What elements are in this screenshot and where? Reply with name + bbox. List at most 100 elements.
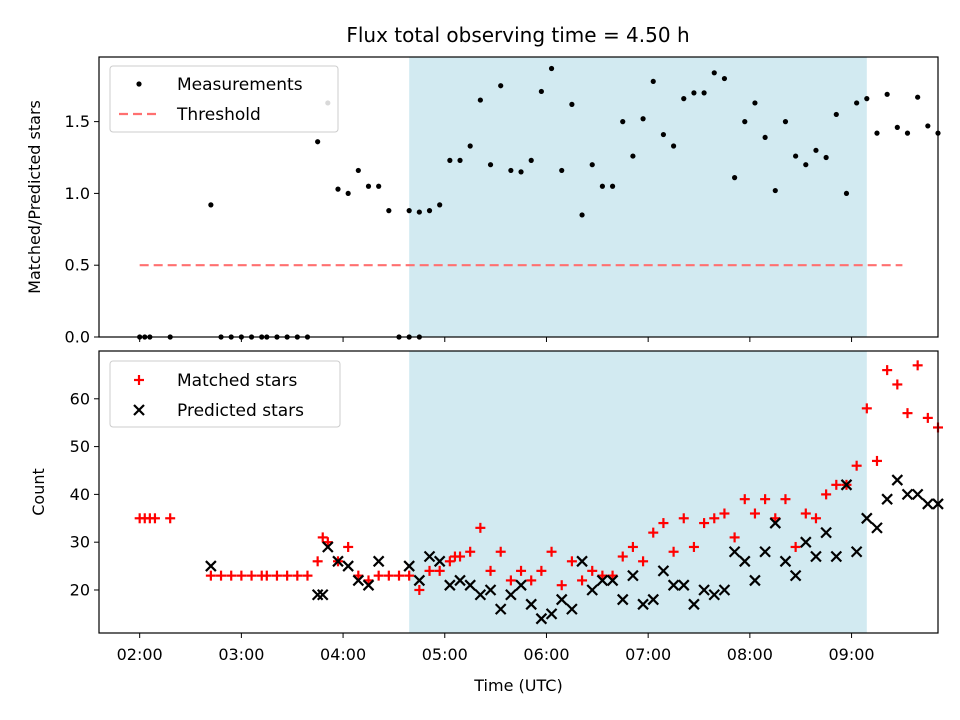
measurement-point: [416, 209, 422, 215]
bottom-panel: 20 30 40 50 60 02:00 03:00 04:00 05:00 06:00 07:0…: [29, 350, 944, 695]
matched-star-point: [861, 403, 872, 414]
measurement-point: [508, 167, 514, 174]
matched-star-point: [312, 556, 323, 567]
x-tick-label: 04:00: [320, 645, 366, 664]
measurement-point: [864, 96, 870, 102]
matched-star-point: [688, 541, 699, 552]
measurement-point: [609, 183, 616, 189]
measurement-point: [457, 157, 463, 163]
measurement-point: [721, 75, 728, 82]
matched-star-point: [790, 541, 801, 552]
predicted-star-point: [749, 574, 761, 587]
predicted-star-point: [372, 555, 385, 568]
x-axis-label: Time (UTC): [473, 676, 562, 695]
matched-star-point: [719, 508, 730, 519]
matched-star-point: [373, 570, 384, 581]
predicted-star-point: [505, 588, 517, 601]
predicted-star-point: [738, 555, 751, 568]
matched-star-point: [912, 360, 923, 371]
matched-star-point: [271, 570, 282, 581]
predicted-star-point: [677, 579, 690, 591]
measurement-point: [813, 147, 819, 153]
x-tick-label: 07:00: [625, 645, 671, 664]
predicted-star-point: [810, 550, 822, 563]
measurement-point: [406, 208, 412, 214]
measurement-point: [208, 202, 214, 208]
matched-star-point: [226, 570, 237, 581]
matched-star-point: [627, 541, 638, 552]
measurement-point: [854, 100, 860, 106]
predicted-star-point: [708, 588, 721, 601]
matched-star-point: [292, 570, 303, 581]
measurement-point: [650, 78, 656, 85]
x-tick-label: 03:00: [218, 645, 264, 664]
y-tick-label: 60: [70, 389, 90, 408]
measurement-point: [365, 183, 372, 189]
matched-star-point: [536, 565, 547, 576]
predicted-star-point: [789, 569, 802, 582]
matched-star-point: [658, 518, 669, 529]
matched-star-point: [760, 494, 771, 505]
matched-star-point: [821, 489, 832, 500]
matched-star-point: [851, 460, 862, 471]
predicted-star-point: [657, 565, 670, 577]
y-tick-label: 20: [70, 580, 90, 599]
matched-star-point: [546, 546, 557, 557]
measurement-point: [315, 139, 321, 145]
bottom-axes-frame: [98, 350, 939, 634]
matched-star-point: [495, 546, 506, 557]
legend-label: Matched stars: [177, 371, 297, 391]
matched-star-point: [485, 565, 496, 576]
chart-title: Flux total observing time = 4.50 h: [346, 23, 689, 47]
x-tick-label: 08:00: [727, 645, 773, 664]
matched-star-point: [317, 532, 328, 543]
legend-marker-matched: [134, 375, 144, 385]
predicted-star-point: [316, 588, 329, 601]
predicted-star-point: [403, 560, 415, 572]
predicted-star-point: [484, 584, 497, 596]
bottom-y-ticks: 20 30 40 50 60: [70, 389, 99, 599]
predicted-star-point: [911, 488, 924, 501]
matched-star-point: [216, 570, 227, 581]
y-tick-label: 40: [70, 485, 90, 504]
measurement-point: [630, 153, 636, 159]
measurement-point: [447, 157, 453, 163]
matched-star-point: [739, 494, 750, 505]
predicted-star-point: [881, 493, 893, 505]
matched-star-point: [587, 565, 598, 576]
matched-star-point: [892, 379, 903, 390]
measurement-point: [386, 208, 392, 214]
predicted-star-point: [647, 593, 660, 606]
measurement-points: [137, 65, 941, 340]
measurement-point: [904, 130, 911, 136]
measurement-point: [548, 65, 555, 72]
measurement-point: [762, 134, 768, 141]
measurement-point: [376, 183, 382, 189]
predicted-star-point: [861, 512, 873, 525]
predicted-star-point: [332, 555, 344, 568]
measurement-point: [477, 97, 483, 103]
measurement-point: [528, 157, 534, 163]
measurement-point: [599, 183, 606, 189]
predicted-star-point: [779, 555, 792, 568]
predicted-star-point: [535, 612, 548, 625]
measurement-point: [335, 186, 341, 192]
top-y-axis-label: Matched/Predicted stars: [25, 100, 44, 294]
matched-star-point: [282, 570, 293, 581]
predicted-star-point: [820, 526, 832, 539]
predicted-star-point: [637, 598, 649, 611]
predicted-star-point: [413, 574, 426, 587]
predicted-star-point: [464, 579, 476, 591]
x-tick-label: 09:00: [829, 645, 875, 664]
predicted-star-point: [342, 560, 354, 572]
x-tick-label: 06:00: [523, 645, 569, 664]
bottom-y-axis-label: Count: [29, 468, 48, 516]
star-count-points: [134, 360, 944, 625]
measurement-point: [487, 162, 494, 168]
predicted-star-point: [891, 474, 904, 486]
predicted-star-point: [423, 550, 436, 563]
predicted-star-point: [871, 522, 883, 534]
matched-star-point: [516, 565, 527, 576]
predicted-star-point: [433, 555, 446, 568]
matched-star-point: [505, 575, 516, 586]
